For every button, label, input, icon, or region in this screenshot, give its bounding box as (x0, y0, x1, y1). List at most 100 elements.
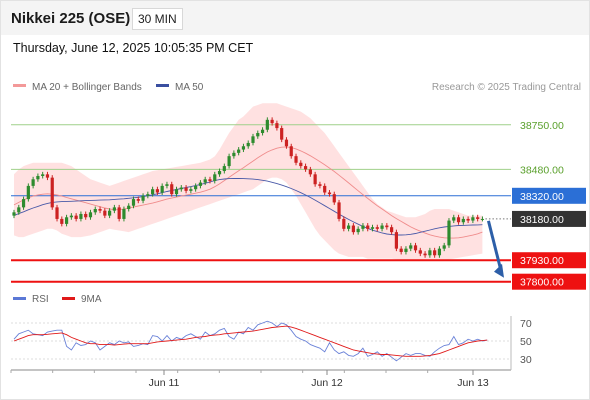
candle-body-28 (146, 194, 150, 196)
candle-body-37 (189, 189, 193, 191)
candle-body-59 (294, 156, 298, 163)
candle-body-92 (452, 217, 456, 221)
legend-ma20-label: MA 20 + Bollinger Bands (32, 82, 142, 93)
x-axis-labels: Jun 11 Jun 12 Jun 13 (10, 370, 489, 389)
candle-body-23 (122, 209, 126, 219)
candle-body-75 (370, 227, 375, 229)
rsi-tick-2: 30 (520, 354, 532, 366)
candle-body-14 (79, 213, 83, 219)
level-tag-4 (512, 252, 586, 269)
timeframe-badge[interactable]: 30 MIN (132, 8, 183, 30)
candle-body-39 (198, 182, 203, 186)
candle-body-70 (347, 225, 351, 229)
legend-rsi-label: RSI (32, 294, 49, 305)
candle-body-17 (93, 209, 97, 213)
candle-body-35 (179, 187, 183, 190)
candle-body-80 (394, 232, 398, 249)
candle-body-79 (390, 227, 394, 233)
candle-body-66 (327, 192, 332, 195)
candle-body-85 (418, 250, 422, 254)
candle-body-51 (256, 133, 260, 137)
candle-body-65 (323, 185, 327, 193)
instrument-title: Nikkei 225 (OSE) (11, 10, 131, 27)
candle-body-72 (356, 228, 360, 233)
level-label-5: 37800.00 (520, 277, 564, 289)
level-label-0: 38750.00 (520, 120, 564, 132)
candle-body-88 (433, 250, 437, 256)
chart-header: Nikkei 225 (OSE) 30 MIN (1, 1, 589, 35)
candle-body-19 (103, 210, 107, 216)
candle-body-5 (36, 175, 40, 180)
moving-averages (13, 146, 483, 239)
x-label-0: Jun 11 (149, 377, 180, 389)
legend-ma50-swatch (156, 84, 169, 87)
candle-body-50 (251, 136, 255, 143)
candle-body-64 (318, 184, 322, 186)
candle-body-38 (194, 185, 198, 190)
candle-body-32 (165, 184, 169, 186)
candle-body-45 (227, 156, 231, 167)
candle-body-18 (98, 209, 102, 211)
candle-body-77 (380, 225, 384, 229)
candle-body-95 (466, 218, 470, 221)
projection (485, 218, 511, 278)
candle-body-86 (423, 253, 427, 256)
candle-body-61 (303, 166, 308, 170)
candle-body-54 (270, 119, 274, 124)
level-labels: 38750.00 38480.00 38320.00 38180.00 37930.00… (512, 120, 586, 290)
candle-body-62 (308, 169, 312, 175)
candle-body-22 (117, 207, 121, 219)
candle-body-33 (170, 184, 174, 195)
candle-body-46 (232, 152, 236, 157)
candle-body-8 (50, 177, 54, 208)
candle-body-47 (237, 149, 241, 153)
candle-body-63 (313, 174, 317, 185)
candle-body-25 (131, 199, 136, 206)
level-tag-3 (512, 210, 586, 227)
candle-body-90 (442, 245, 446, 249)
candle-body-53 (265, 119, 269, 130)
candle-body-1 (17, 207, 21, 213)
candle-body-44 (222, 166, 226, 172)
level-label-2: 38320.00 (520, 191, 564, 203)
candle-body-12 (69, 215, 73, 218)
rsi-panel: 70 50 30 (11, 318, 532, 366)
ma20-line (13, 146, 483, 239)
candle-body-29 (151, 189, 155, 195)
candle-body-89 (437, 248, 442, 256)
candle-body-13 (74, 215, 78, 219)
candle-body-98 (480, 218, 485, 220)
bollinger-bands (14, 103, 483, 260)
candle-body-87 (428, 250, 432, 256)
candle-body-20 (108, 210, 112, 216)
candle-body-48 (241, 146, 246, 150)
candle-body-40 (203, 179, 207, 183)
candle-body-4 (31, 179, 35, 186)
candle-body-82 (404, 248, 408, 252)
candle-body-43 (217, 171, 222, 175)
level-label-3: 38180.00 (520, 214, 564, 226)
candle-body-84 (413, 245, 418, 251)
legend-ma50-label: MA 50 (175, 82, 204, 93)
level-label-4: 37930.00 (520, 255, 564, 267)
candle-body-78 (385, 225, 389, 228)
candle-body-49 (246, 142, 250, 147)
candle-body-0 (12, 212, 16, 216)
bollinger-band-area (14, 103, 483, 260)
candle-body-16 (88, 212, 93, 218)
candle-body-91 (447, 220, 451, 246)
candle-body-60 (299, 162, 303, 167)
rsi-tick-1: 50 (520, 336, 532, 348)
candle-body-93 (456, 217, 461, 223)
candle-body-31 (160, 185, 164, 193)
x-label-1: Jun 12 (311, 377, 343, 389)
candle-body-76 (375, 227, 379, 229)
candle-body-58 (289, 146, 293, 157)
rsi-tick-0: 70 (520, 318, 532, 330)
candle-body-74 (366, 225, 370, 229)
candle-body-67 (332, 194, 336, 203)
legend-ma20-swatch (13, 84, 26, 87)
candle-body-42 (213, 174, 217, 181)
candle-body-97 (476, 217, 480, 219)
